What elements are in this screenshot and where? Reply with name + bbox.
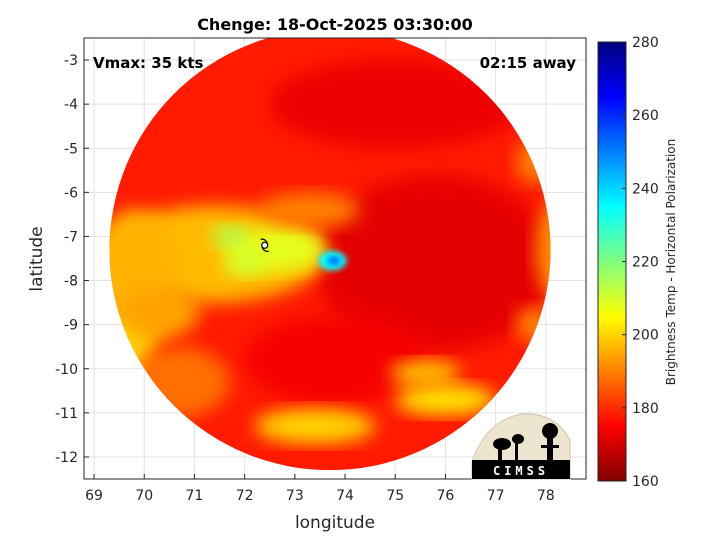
colorbar-gradient [597, 41, 627, 482]
colorbar-tick-label: 280 [632, 35, 659, 51]
y-tick-label: -4 [64, 97, 78, 113]
x-tick-label: 69 [85, 488, 103, 504]
x-tick-label: 70 [135, 488, 153, 504]
x-tick-label: 76 [437, 488, 455, 504]
colorbar-tick-label: 220 [632, 255, 659, 271]
colorbar-tick-label: 260 [632, 108, 659, 124]
time-offset-annotation: 02:15 away [480, 54, 577, 72]
y-axis-ticks: -3 -4 -5 -6 -7 -8 -9 -10 -11 -12 [55, 53, 89, 466]
colorbar-tick-label: 160 [632, 474, 659, 490]
x-tick-label: 71 [186, 488, 204, 504]
swath-feature-south-band-b [395, 384, 496, 416]
y-tick-label: -9 [64, 318, 78, 334]
y-tick-label: -10 [55, 362, 78, 378]
swath-feature-deep-center-east [314, 174, 551, 352]
swath-feature-east-edge [535, 196, 551, 303]
colorbar-tick-label: 180 [632, 401, 659, 417]
y-tick-label: -8 [64, 274, 78, 290]
swath-feature-deep-south [244, 315, 426, 405]
swath-feature-band-spot-1 [212, 225, 248, 248]
swath-feature-band-spot-2 [224, 249, 265, 277]
swath-feature-south-band-a [254, 408, 376, 444]
swath-feature-deep-north [269, 60, 521, 149]
x-tick-label: 72 [236, 488, 254, 504]
swath-feature-south-band-c [390, 359, 461, 387]
colorbar-tick-label: 240 [632, 181, 659, 197]
y-tick-label: -12 [55, 450, 78, 466]
vmax-annotation: Vmax: 35 kts [93, 54, 203, 72]
colorbar-label: Brightness Temp - Horizontal Polarizatio… [664, 139, 678, 386]
x-tick-label: 74 [336, 488, 354, 504]
chart-title: Chenge: 18-Oct-2025 03:30:00 [197, 15, 473, 34]
x-tick-label: 73 [286, 488, 304, 504]
colorbar: 280 260 240 220 200 180 160 Brightness Temp - … [597, 35, 678, 490]
x-axis-label: longitude [295, 513, 375, 533]
swath-feature-west-mid-band [119, 284, 200, 338]
y-tick-label: -5 [64, 141, 78, 157]
brightness-swath [109, 38, 551, 471]
storm-center-icon [260, 238, 269, 253]
x-tick-label: 78 [537, 488, 555, 504]
colorbar-tick-label: 200 [632, 328, 659, 344]
x-axis-ticks: 69 70 71 72 73 74 75 76 77 78 [85, 474, 555, 504]
y-tick-label: -6 [64, 185, 78, 201]
swath-feature-north-band [259, 192, 361, 228]
cimss-logo: CIMSS [471, 413, 571, 480]
y-tick-label: -7 [64, 229, 78, 245]
cimss-logo-text: CIMSS [493, 464, 549, 478]
plot-frame [83, 37, 587, 480]
swath-feature-hot-spot-core [327, 256, 341, 266]
y-tick-label: -3 [64, 53, 78, 69]
colorbar-ticks: 280 260 240 220 200 180 160 [622, 35, 659, 490]
y-tick-label: -11 [55, 406, 78, 422]
x-tick-label: 75 [386, 488, 404, 504]
y-axis-label: latitude [27, 226, 47, 291]
x-tick-label: 77 [487, 488, 505, 504]
